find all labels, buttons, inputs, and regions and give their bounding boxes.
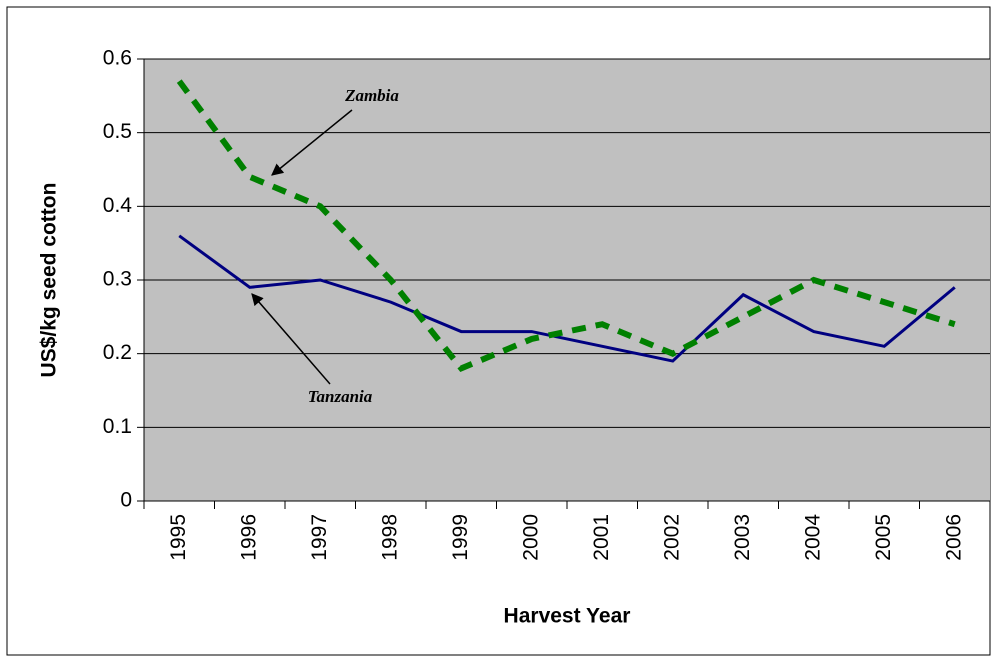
annotation-arrow: [271, 109, 353, 176]
x-tick-label: 2006: [942, 514, 965, 561]
series-annotation: Zambia: [344, 86, 399, 105]
y-tick-label: 0.1: [103, 415, 132, 438]
x-axis-title: Harvest Year: [504, 605, 631, 628]
y-tick-label: 0.3: [103, 268, 132, 291]
x-tick-label: 2001: [590, 514, 613, 561]
x-tick-label: 1998: [378, 514, 401, 561]
x-tick-label: 2000: [519, 514, 542, 561]
y-tick-label: 0: [120, 489, 132, 512]
y-tick-label: 0.4: [103, 194, 133, 217]
x-tick-label: 2005: [872, 514, 895, 561]
x-tick-label: 2002: [660, 514, 683, 561]
x-tick-label: 1999: [449, 514, 472, 561]
x-tick-label: 1995: [167, 514, 190, 561]
x-tick-label: 2004: [801, 514, 824, 561]
series-line: [178, 234, 956, 363]
y-tick-label: 0.5: [103, 120, 132, 143]
x-tick-label: 2003: [731, 514, 754, 561]
series-annotation: Tanzania: [308, 387, 373, 406]
x-tick-label: 1997: [308, 514, 331, 561]
y-tick-label: 0.2: [103, 341, 132, 364]
annotation-arrow: [251, 293, 331, 385]
x-tick-label: 1996: [237, 514, 260, 561]
y-tick-label: 0.6: [103, 47, 132, 70]
y-axis-title: US$/kg seed cotton: [38, 183, 61, 378]
